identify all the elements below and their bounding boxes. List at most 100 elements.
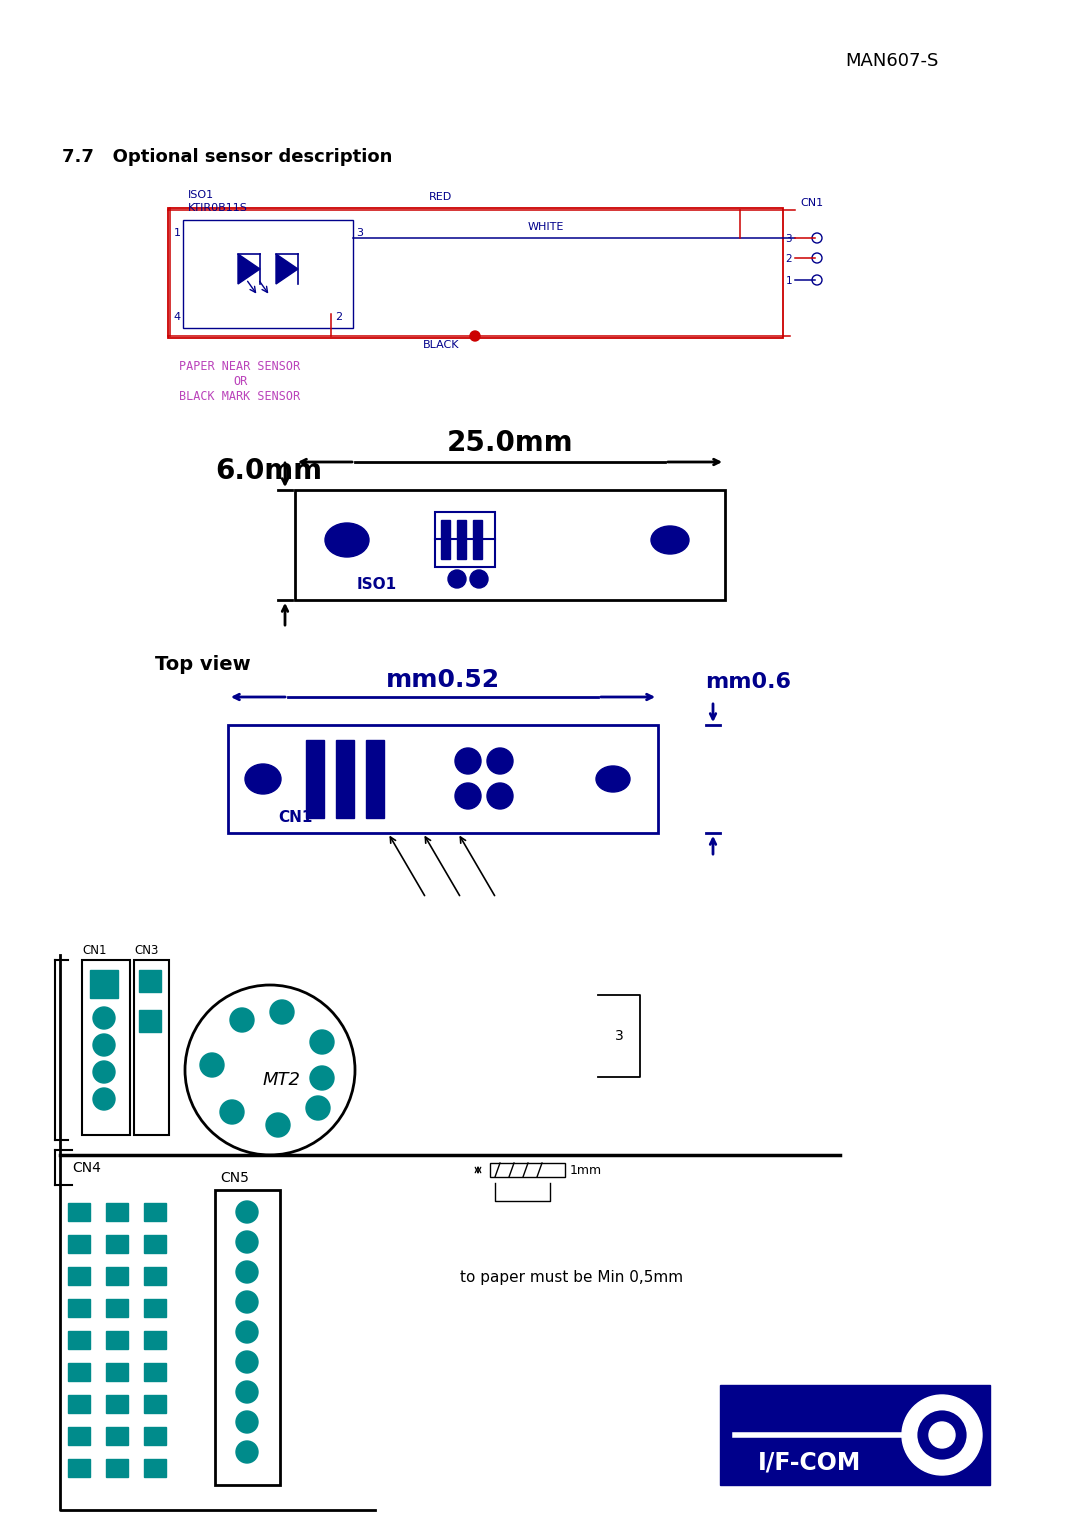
Circle shape — [455, 749, 481, 775]
Text: MT2: MT2 — [264, 1071, 301, 1089]
Circle shape — [237, 1291, 258, 1313]
Text: CN3: CN3 — [134, 944, 159, 957]
Ellipse shape — [596, 766, 630, 792]
Text: ISO1: ISO1 — [188, 189, 214, 200]
Circle shape — [237, 1261, 258, 1284]
Bar — [68, 1267, 90, 1285]
Circle shape — [93, 1007, 114, 1028]
Circle shape — [929, 1423, 955, 1449]
Text: 3: 3 — [615, 1028, 623, 1044]
Text: 2: 2 — [335, 312, 342, 322]
Text: 7.7   Optional sensor description: 7.7 Optional sensor description — [62, 148, 392, 167]
Text: 1: 1 — [785, 277, 792, 286]
Circle shape — [916, 1409, 968, 1461]
Text: ISO1: ISO1 — [357, 578, 397, 591]
Bar — [82, 960, 130, 1135]
Bar — [435, 512, 495, 567]
Text: CN1: CN1 — [800, 199, 823, 208]
Circle shape — [455, 782, 481, 808]
Bar — [441, 520, 450, 559]
Bar — [68, 1235, 90, 1253]
Text: I/F-COM: I/F-COM — [758, 1452, 862, 1475]
Text: CN4: CN4 — [72, 1161, 100, 1175]
Circle shape — [237, 1381, 258, 1403]
Bar — [106, 1267, 129, 1285]
Bar — [106, 1427, 129, 1445]
Circle shape — [93, 1034, 114, 1056]
Text: 4: 4 — [174, 312, 181, 322]
Circle shape — [266, 1112, 291, 1137]
Circle shape — [310, 1067, 334, 1089]
Text: CN1: CN1 — [278, 810, 312, 825]
Text: Top view: Top view — [156, 656, 251, 674]
Bar — [144, 1363, 166, 1381]
Ellipse shape — [325, 523, 369, 558]
Circle shape — [470, 332, 480, 341]
Bar — [106, 1363, 129, 1381]
Bar — [295, 490, 725, 601]
Bar — [134, 960, 168, 1135]
Bar — [106, 1235, 129, 1253]
Text: to paper must be Min 0,5mm: to paper must be Min 0,5mm — [460, 1270, 684, 1285]
Text: 1mm: 1mm — [570, 1163, 603, 1177]
Circle shape — [310, 1030, 334, 1054]
Bar — [144, 1203, 166, 1221]
Text: KTIR0B11S: KTIR0B11S — [188, 203, 248, 212]
Circle shape — [230, 1008, 254, 1031]
Text: mm0.6: mm0.6 — [705, 672, 791, 692]
Bar — [490, 1163, 565, 1177]
Ellipse shape — [651, 526, 689, 555]
Circle shape — [237, 1322, 258, 1343]
Bar — [139, 1010, 161, 1031]
Bar — [68, 1331, 90, 1349]
Bar — [68, 1427, 90, 1445]
Bar — [228, 724, 658, 833]
Circle shape — [237, 1351, 258, 1374]
Circle shape — [487, 749, 513, 775]
Text: mm0.52: mm0.52 — [386, 668, 500, 692]
Circle shape — [270, 999, 294, 1024]
Bar — [68, 1395, 90, 1413]
Bar — [168, 208, 783, 338]
Circle shape — [306, 1096, 330, 1120]
Bar — [106, 1299, 129, 1317]
Text: BLACK: BLACK — [422, 341, 459, 350]
Circle shape — [237, 1201, 258, 1222]
Bar — [336, 740, 354, 817]
Bar — [106, 1203, 129, 1221]
Text: 3: 3 — [785, 234, 792, 244]
Bar — [183, 220, 353, 329]
Bar — [144, 1331, 166, 1349]
Text: 25.0mm: 25.0mm — [447, 429, 573, 457]
Bar — [68, 1203, 90, 1221]
Bar — [215, 1190, 280, 1485]
Text: 1: 1 — [174, 228, 181, 238]
Circle shape — [93, 1088, 114, 1109]
Text: MAN607-S: MAN607-S — [845, 52, 939, 70]
Circle shape — [487, 782, 513, 808]
Bar — [68, 1299, 90, 1317]
Text: 3: 3 — [356, 228, 363, 238]
Bar — [68, 1459, 90, 1478]
Circle shape — [237, 1410, 258, 1433]
Circle shape — [237, 1232, 258, 1253]
Text: CN1: CN1 — [82, 944, 107, 957]
Text: 6.0mm: 6.0mm — [215, 457, 322, 484]
Circle shape — [448, 570, 465, 588]
Polygon shape — [238, 254, 260, 284]
Circle shape — [200, 1053, 224, 1077]
Text: WHITE: WHITE — [528, 222, 564, 232]
Bar — [139, 970, 161, 992]
Circle shape — [902, 1395, 982, 1475]
Bar — [366, 740, 384, 817]
Bar — [144, 1235, 166, 1253]
Text: 2: 2 — [785, 254, 792, 264]
Bar — [106, 1395, 129, 1413]
Bar — [144, 1395, 166, 1413]
Bar — [144, 1459, 166, 1478]
Bar — [144, 1299, 166, 1317]
Text: RED: RED — [430, 193, 453, 202]
Bar — [720, 1384, 990, 1485]
Circle shape — [237, 1441, 258, 1462]
Bar — [90, 970, 118, 998]
